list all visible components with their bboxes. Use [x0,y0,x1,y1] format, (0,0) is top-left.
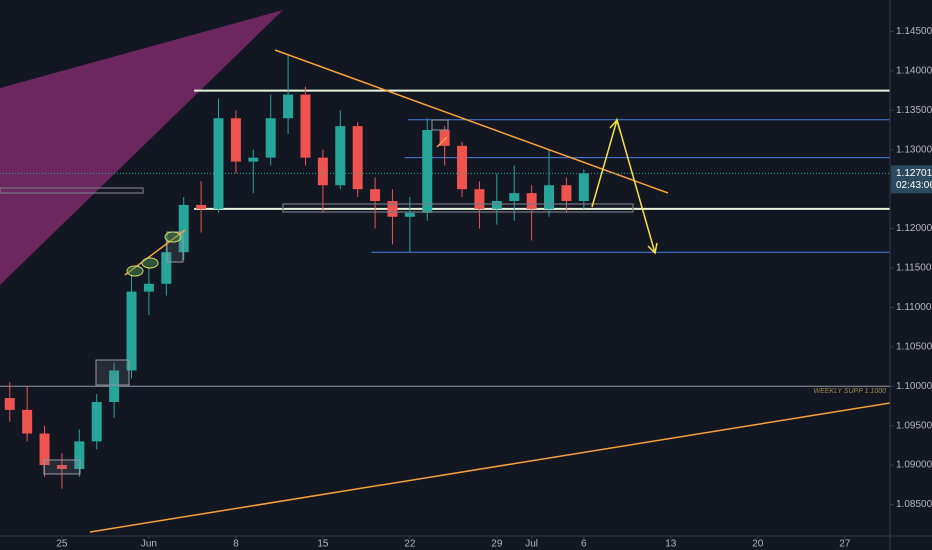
x-tick-label: 29 [491,539,503,550]
y-tick-label: 1.11000 [896,302,932,313]
box [43,459,81,475]
y-tick-label: 1.14000 [896,66,932,77]
arrowhead [609,118,621,132]
candle-body [422,130,433,213]
candle-body [230,118,241,162]
y-tick-label: 1.08500 [896,499,932,510]
candle-body [387,201,398,217]
candle-body [300,94,311,158]
candle-body [317,157,328,186]
zone [0,187,144,194]
marker [126,265,144,277]
candle-body [22,409,33,434]
candle-body [126,291,137,371]
candle-body [335,126,346,186]
x-tick-label: 25 [56,539,68,550]
y-tick-label: 1.14500 [896,26,932,37]
candle-body [39,433,50,466]
candle-body [196,204,207,209]
wedge [0,10,283,285]
candle-body [526,193,537,209]
last-price-box [891,165,932,194]
candle-body [109,370,120,402]
candle-body [56,465,67,469]
candle-body [4,398,15,410]
last-price-label: 1.12701 [896,168,932,179]
x-tick-label: 13 [665,539,677,550]
candle-body [213,118,224,209]
candle-body [509,193,520,201]
candle-body [161,252,172,284]
candle-body [474,189,485,209]
annotation: WEEKLY SUPP 1.1000 [813,388,886,395]
candle-body [544,185,555,209]
box [95,359,130,386]
x-tick-label: 8 [233,539,239,550]
candle-body [352,126,363,190]
candle-body [457,145,468,190]
x-tick-label: 15 [317,539,329,550]
candle-body [283,94,294,119]
y-tick-label: 1.12000 [896,223,932,234]
zone [282,203,634,213]
candle-body [370,189,381,201]
y-tick-label: 1.10500 [896,341,932,352]
x-tick-label: 27 [839,539,851,550]
plot [0,55,890,489]
candle-body [248,157,259,162]
candle-body [74,441,85,469]
y-tick-label: 1.13500 [896,105,932,116]
arrowhead [647,242,658,255]
candle-body [491,201,502,209]
candle-body [561,185,572,201]
countdown-label: 02:43:06 [896,180,932,191]
candle-body [439,130,450,146]
marker [164,231,182,243]
candle-body [404,212,415,217]
x-tick-label: 6 [581,539,587,550]
box [431,119,449,131]
candle-body [178,204,189,253]
trendline [436,136,448,148]
y-tick-label: 1.10000 [896,381,932,392]
x-tick-label: Jun [141,539,157,550]
trendline [89,402,891,533]
marker [141,257,159,269]
y-tick-label: 1.13000 [896,144,932,155]
x-tick-label: 22 [404,539,416,550]
candle-body [91,402,102,442]
candle-body [265,118,276,158]
y-tick-label: 1.09500 [896,420,932,431]
candle-body [143,283,154,292]
x-tick-label: 20 [752,539,764,550]
x-tick-label: Jul [525,539,538,550]
candle-body [578,173,589,201]
y-tick-label: 1.11500 [896,263,932,274]
y-tick-label: 1.09000 [896,460,932,471]
